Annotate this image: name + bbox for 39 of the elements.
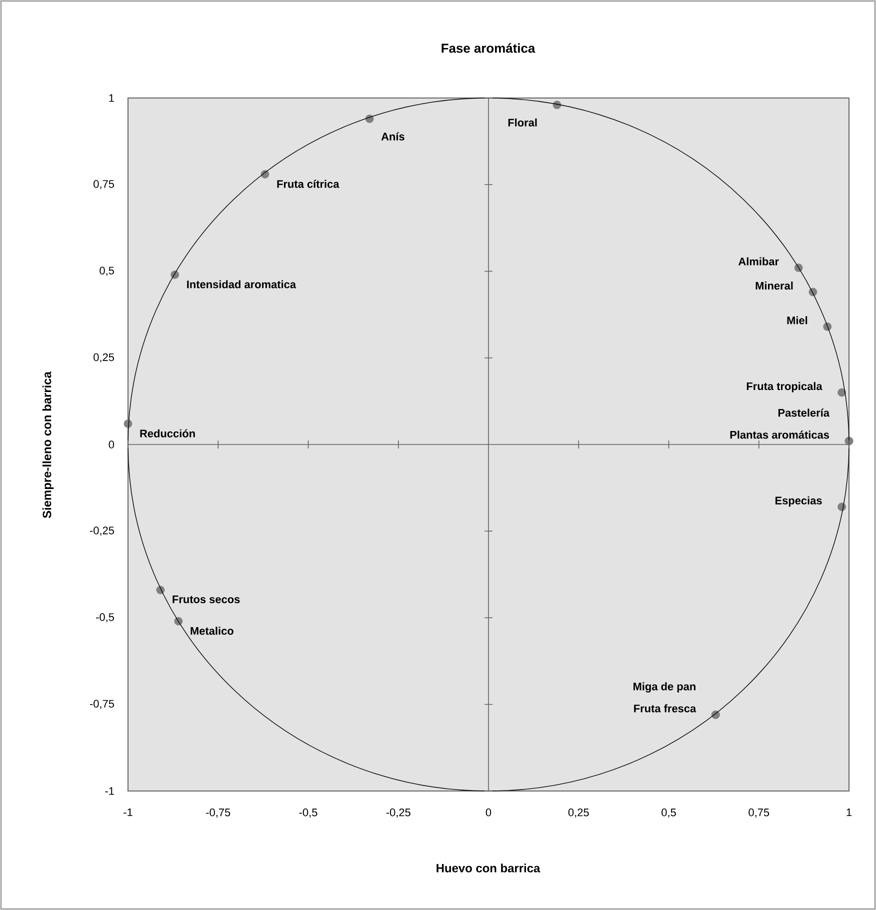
x-tick-label: -0,5	[299, 808, 318, 818]
x-tick-label: 0,75	[748, 808, 770, 818]
x-tick-label: -0,75	[206, 808, 230, 818]
annotation: Frutos secos	[172, 596, 240, 604]
annotation: Almibar	[738, 257, 779, 266]
annotation: Miga de pan	[634, 682, 696, 693]
annotation: Fruta tropicala	[746, 382, 822, 392]
annotation: Fruta fresca	[634, 704, 696, 712]
y-tick-label: -0,25	[90, 526, 114, 536]
y-tick-label: 0,5	[100, 266, 114, 276]
y-tick-label: 0	[108, 440, 114, 448]
annotation: Floral	[508, 118, 537, 126]
annotation: Metalico	[190, 626, 234, 635]
annotation: Plantas aromáticas	[730, 430, 830, 439]
y-axis-title: Siempre-lleno con barrica	[42, 372, 54, 518]
x-tick-label: 0,25	[568, 808, 589, 818]
y-tick-label: 0,25	[94, 353, 114, 362]
chart-title: Fase aromática	[442, 43, 536, 53]
x-tick-label: -1	[124, 808, 132, 816]
x-tick-label: 0,5	[662, 808, 676, 818]
x-tick-label: 0	[486, 808, 492, 816]
point	[260, 170, 270, 178]
x-axis-title: Huevo con barrica	[436, 864, 540, 872]
annotation: Anís	[381, 132, 404, 140]
annotation: Mineral	[756, 282, 793, 290]
y-tick-label: -0,75	[90, 700, 114, 709]
point	[838, 388, 846, 397]
y-tick-label: 1	[109, 94, 114, 102]
y-tick-label: -1	[105, 787, 114, 795]
annotation: Fruta cítrica	[277, 180, 340, 188]
x-tick-label: 1	[846, 808, 852, 816]
y-tick-label: -0,5	[96, 613, 114, 622]
annotation: Especias	[775, 496, 822, 507]
annotation: Intensidad aromatica	[187, 280, 296, 288]
annotation: Pastelería	[778, 408, 830, 417]
y-tick-label: 0,75	[94, 180, 114, 190]
annotation: Reducción	[140, 429, 195, 438]
annotation: Miel	[787, 316, 808, 324]
x-tick-label: -0,25	[386, 808, 410, 818]
